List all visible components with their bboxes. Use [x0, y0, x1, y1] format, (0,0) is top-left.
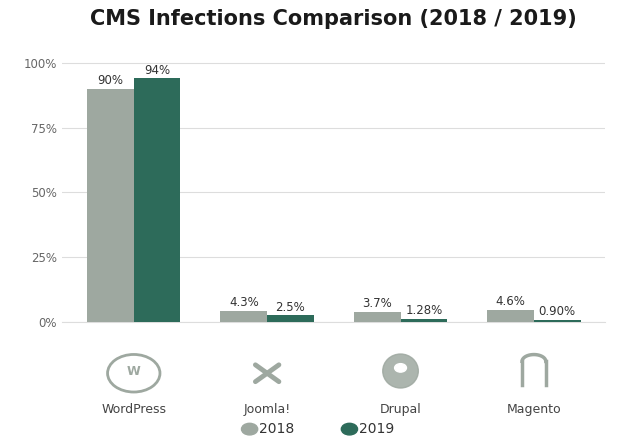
Bar [534, 320, 580, 322]
Text: WordPress: WordPress [101, 402, 166, 416]
Bar [134, 78, 180, 322]
Text: 0.90%: 0.90% [539, 305, 576, 318]
Bar [87, 89, 134, 322]
Text: 1.28%: 1.28% [405, 304, 442, 317]
Bar [267, 316, 314, 322]
Text: 4.3%: 4.3% [229, 296, 259, 309]
Text: Drupal: Drupal [379, 402, 421, 416]
Text: 3.7%: 3.7% [363, 297, 392, 311]
Text: W: W [127, 365, 140, 379]
Text: 90%: 90% [97, 74, 124, 87]
Text: 4.6%: 4.6% [495, 295, 525, 308]
Text: 2019: 2019 [359, 422, 394, 436]
Title: CMS Infections Comparison (2018 / 2019): CMS Infections Comparison (2018 / 2019) [90, 9, 577, 29]
Bar [487, 310, 534, 322]
Bar [401, 319, 447, 322]
Text: 94%: 94% [144, 63, 170, 76]
Text: 2018: 2018 [259, 422, 294, 436]
Text: 2.5%: 2.5% [276, 300, 305, 313]
Text: Magento: Magento [507, 402, 561, 416]
Bar [354, 312, 401, 322]
Bar [220, 311, 267, 322]
Text: Joomla!: Joomla! [243, 402, 291, 416]
